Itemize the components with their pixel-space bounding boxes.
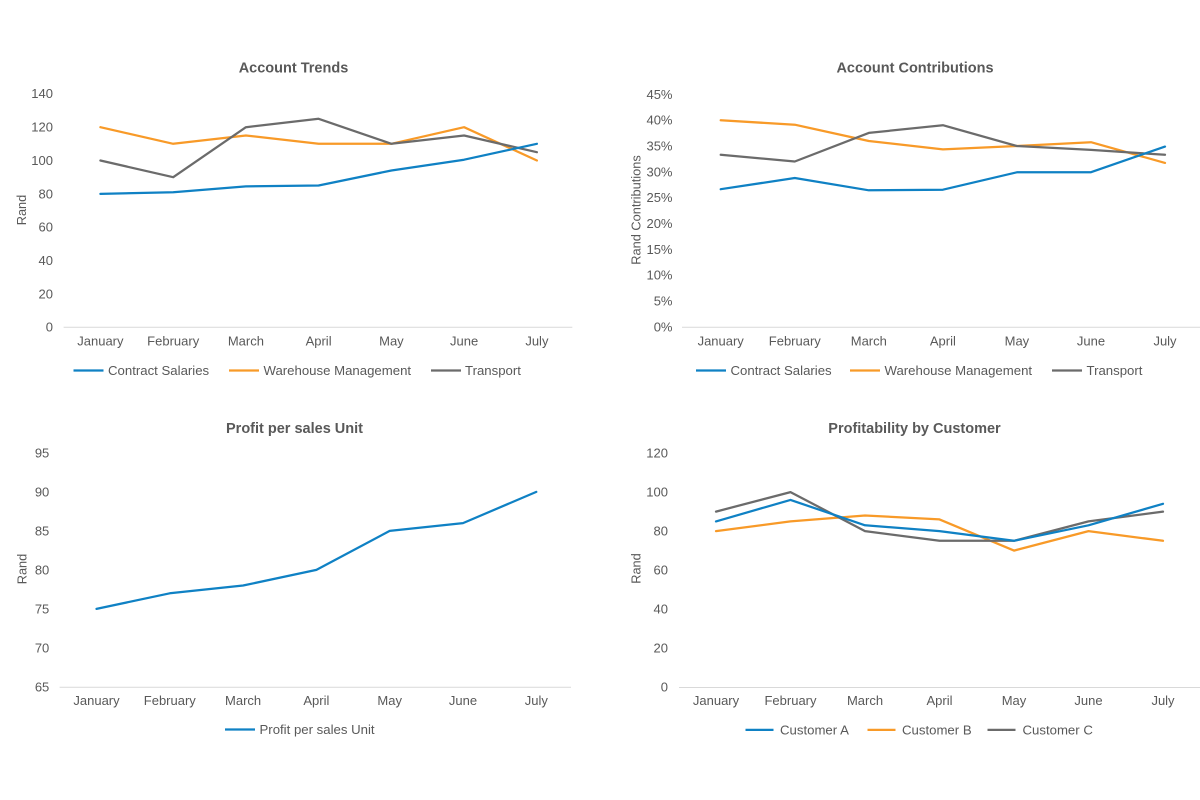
svg-text:Contract Salaries: Contract Salaries: [731, 363, 833, 378]
svg-text:60: 60: [39, 220, 53, 235]
svg-text:March: March: [225, 693, 261, 708]
svg-text:April: April: [306, 333, 332, 348]
svg-text:Account Trends: Account Trends: [239, 61, 349, 77]
svg-text:April: April: [930, 333, 956, 348]
svg-text:January: January: [698, 333, 745, 348]
svg-text:90: 90: [35, 484, 49, 499]
svg-text:February: February: [147, 333, 200, 348]
svg-text:Customer C: Customer C: [1023, 722, 1094, 737]
svg-text:July: July: [525, 333, 549, 348]
svg-text:February: February: [144, 693, 197, 708]
svg-text:80: 80: [654, 524, 668, 539]
svg-text:25%: 25%: [646, 190, 672, 205]
svg-text:20: 20: [654, 640, 668, 655]
svg-text:60: 60: [654, 562, 668, 577]
svg-text:July: July: [525, 693, 549, 708]
svg-text:20%: 20%: [646, 216, 672, 231]
svg-text:85: 85: [35, 523, 49, 538]
svg-text:30%: 30%: [646, 164, 672, 179]
svg-text:45%: 45%: [646, 87, 672, 102]
svg-text:Account Contributions: Account Contributions: [836, 61, 993, 77]
svg-text:June: June: [450, 333, 478, 348]
svg-text:February: February: [764, 693, 817, 708]
svg-text:Rand: Rand: [629, 553, 644, 584]
svg-text:May: May: [1005, 333, 1030, 348]
svg-text:0: 0: [661, 679, 668, 694]
svg-text:Rand: Rand: [15, 554, 30, 585]
svg-text:20: 20: [39, 286, 53, 301]
svg-text:January: January: [77, 333, 124, 348]
svg-text:May: May: [379, 333, 404, 348]
svg-text:Transport: Transport: [465, 363, 521, 378]
svg-text:February: February: [769, 333, 822, 348]
svg-text:Rand Contributions: Rand Contributions: [629, 155, 644, 265]
svg-text:40: 40: [654, 601, 668, 616]
svg-text:Contract Salaries: Contract Salaries: [108, 363, 210, 378]
svg-text:March: March: [851, 333, 887, 348]
svg-text:March: March: [228, 333, 264, 348]
svg-text:Rand: Rand: [14, 195, 29, 226]
svg-text:120: 120: [31, 120, 53, 135]
svg-text:80: 80: [39, 186, 53, 201]
svg-text:75: 75: [35, 601, 49, 616]
svg-text:10%: 10%: [646, 268, 672, 283]
svg-text:Profit per sales Unit: Profit per sales Unit: [226, 421, 363, 437]
svg-text:June: June: [1074, 693, 1102, 708]
svg-text:July: July: [1153, 333, 1177, 348]
svg-text:July: July: [1151, 693, 1175, 708]
svg-text:15%: 15%: [646, 242, 672, 257]
svg-text:April: April: [303, 693, 329, 708]
svg-text:January: January: [693, 693, 740, 708]
svg-text:95: 95: [35, 445, 49, 460]
svg-text:140: 140: [31, 86, 53, 101]
svg-text:35%: 35%: [646, 139, 672, 154]
svg-text:March: March: [847, 693, 883, 708]
svg-text:40: 40: [39, 253, 53, 268]
svg-text:Transport: Transport: [1087, 363, 1143, 378]
svg-text:40%: 40%: [646, 113, 672, 128]
svg-text:Warehouse Management: Warehouse Management: [885, 363, 1033, 378]
svg-text:0: 0: [46, 320, 53, 335]
svg-text:May: May: [1002, 693, 1027, 708]
svg-text:120: 120: [646, 446, 668, 461]
svg-text:Profitability by Customer: Profitability by Customer: [828, 421, 1001, 437]
svg-text:May: May: [377, 693, 402, 708]
svg-text:Customer A: Customer A: [780, 722, 849, 737]
svg-text:70: 70: [35, 640, 49, 655]
svg-text:80: 80: [35, 562, 49, 577]
svg-text:65: 65: [35, 679, 49, 694]
svg-text:100: 100: [31, 153, 53, 168]
svg-text:100: 100: [646, 485, 668, 500]
svg-text:Profit per sales Unit: Profit per sales Unit: [260, 722, 375, 737]
svg-text:June: June: [1077, 333, 1105, 348]
svg-text:June: June: [449, 693, 477, 708]
svg-text:Customer B: Customer B: [902, 722, 972, 737]
svg-text:0%: 0%: [654, 319, 673, 334]
svg-text:April: April: [926, 693, 952, 708]
svg-text:January: January: [73, 693, 120, 708]
svg-text:5%: 5%: [654, 294, 673, 309]
svg-text:Warehouse Management: Warehouse Management: [264, 363, 412, 378]
